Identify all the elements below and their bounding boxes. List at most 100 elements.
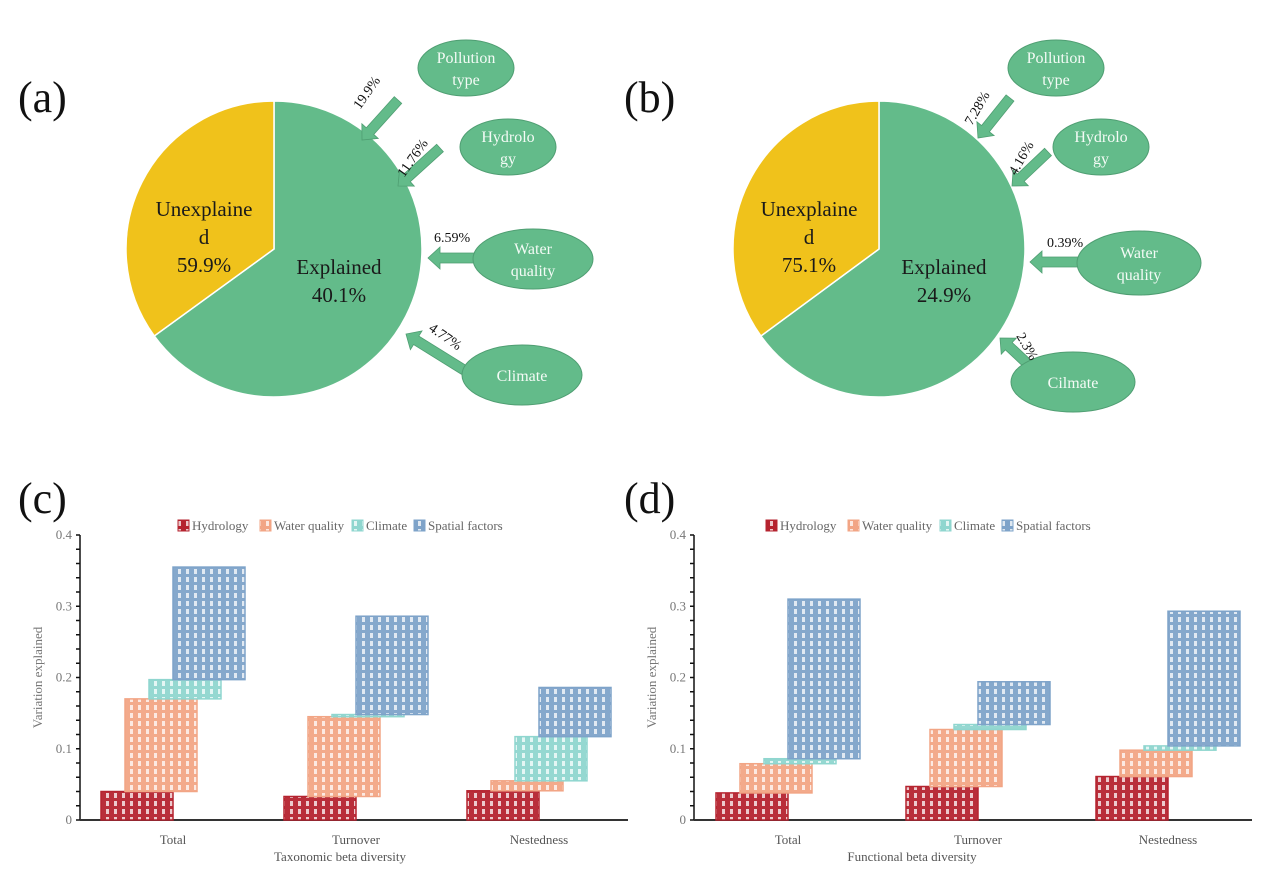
factor-name: Hydrolo	[481, 129, 534, 146]
bar-spatial-factors	[355, 615, 429, 716]
x-category-label: Total	[160, 832, 187, 847]
arrow-icon	[405, 330, 468, 375]
y-tick-label: 0.1	[670, 741, 686, 756]
pie-slice-unexplained	[732, 100, 880, 338]
factor-arrow	[427, 246, 481, 270]
pie-label-unexplained: d	[804, 225, 815, 249]
y-tick-label: 0.1	[56, 741, 72, 756]
legend-swatch	[847, 519, 860, 532]
y-tick-label: 0	[680, 812, 687, 827]
factor-name: gy	[1093, 151, 1109, 168]
arrow-icon	[427, 246, 481, 270]
bar-spatial-factors	[538, 686, 612, 738]
factor-arrow	[361, 96, 403, 141]
y-axis-label: Variation explained	[30, 626, 45, 728]
y-tick-label: 0.2	[56, 670, 72, 685]
bar-water-quality	[307, 715, 381, 798]
bar-hydrology	[466, 790, 540, 821]
y-tick-label: 0.2	[670, 670, 686, 685]
pie-label-explained: 40.1%	[312, 283, 366, 307]
bar-water-quality	[124, 698, 198, 793]
factor-name: Cilmate	[1048, 375, 1099, 392]
factor-percent: 0.39%	[1047, 236, 1084, 251]
bar-climate	[148, 678, 222, 700]
bar-chart-d: 0 0.1 0.2 0.3 0.4 Variation explained Hydrolog…	[644, 518, 1252, 864]
legend-label: Spatial factors	[428, 518, 503, 533]
pie-slice-explained	[759, 100, 1026, 398]
legend-label: Water quality	[862, 518, 933, 533]
arrow-icon	[1011, 147, 1052, 187]
legend-label: Spatial factors	[1016, 518, 1091, 533]
bar-spatial-factors	[787, 598, 861, 760]
factor-percent: 6.59%	[434, 231, 471, 246]
pie-slice-unexplained	[125, 100, 275, 338]
y-tick-label: 0.4	[670, 527, 687, 542]
pie-label-explained: Explained	[901, 255, 987, 279]
arrow-icon	[361, 96, 403, 141]
y-tick-label: 0.3	[670, 598, 686, 613]
factor-name: quality	[511, 263, 555, 280]
legend-label: Climate	[954, 518, 995, 533]
bar-hydrology	[283, 795, 357, 821]
x-category-label: Nestedness	[510, 832, 569, 847]
pie-chart-a: Unexplaine d 59.9% Explained 40.1% Pollution t…	[125, 39, 594, 406]
arrow-icon	[397, 143, 444, 187]
pie-label-unexplained: Unexplaine	[156, 197, 253, 221]
bar-hydrology	[1095, 775, 1169, 821]
factor-name: gy	[500, 151, 516, 168]
panel-label-b: (b)	[624, 73, 675, 122]
factor-name: type	[1042, 72, 1070, 89]
pie-label-explained: Explained	[296, 255, 382, 279]
panel-label-c: (c)	[18, 474, 67, 523]
bar-spatial-factors	[1167, 610, 1241, 747]
pie-chart-b: Unexplaine d 75.1% Explained 24.9% Pollution t…	[732, 39, 1202, 413]
arrow-icon	[1029, 250, 1081, 274]
factor-arrow	[397, 143, 444, 187]
pie-label-unexplained: 75.1%	[782, 253, 836, 277]
x-category-label: Total	[775, 832, 802, 847]
y-tick-label: 0	[66, 812, 73, 827]
factor-arrow	[976, 94, 1015, 139]
x-category-label: Nestedness	[1139, 832, 1198, 847]
x-category-label: Turnover	[332, 832, 381, 847]
bar-hydrology	[905, 785, 979, 821]
factor-arrow	[1029, 250, 1081, 274]
factor-arrow	[405, 330, 468, 375]
y-tick-label: 0.4	[56, 527, 73, 542]
y-axis-label: Variation explained	[644, 626, 659, 728]
legend-swatch	[351, 519, 364, 532]
factor-percent: 19.9%	[351, 74, 384, 113]
pie-label-unexplained: d	[199, 225, 210, 249]
pie-label-unexplained: 59.9%	[177, 253, 231, 277]
factor-bubble	[417, 39, 515, 97]
factor-bubble	[472, 228, 594, 290]
factor-name: Pollution	[1027, 50, 1086, 67]
x-category-label: Turnover	[954, 832, 1003, 847]
factor-bubble	[1007, 39, 1105, 97]
legend-swatch	[1001, 519, 1014, 532]
bar-water-quality	[1119, 749, 1193, 778]
pie-label-unexplained: Unexplaine	[761, 197, 858, 221]
factor-arrow	[1011, 147, 1052, 187]
legend-swatch	[259, 519, 272, 532]
legend-swatch	[177, 519, 190, 532]
factor-bubble	[459, 118, 557, 176]
bar-hydrology	[715, 792, 789, 821]
pie-slice-explained	[153, 100, 423, 398]
legend-label: Climate	[366, 518, 407, 533]
legend-swatch	[765, 519, 778, 532]
x-axis-label: Functional beta diversity	[847, 849, 977, 864]
bar-hydrology	[100, 790, 174, 821]
arrow-icon	[999, 337, 1034, 371]
factor-name: Water	[1120, 245, 1158, 262]
factor-name: type	[452, 72, 480, 89]
arrow-icon	[976, 94, 1015, 139]
factor-name: Climate	[497, 368, 548, 385]
factor-bubble	[1052, 118, 1150, 176]
legend-swatch	[413, 519, 426, 532]
factor-bubble	[461, 344, 583, 406]
panel-label-d: (d)	[624, 474, 675, 523]
bar-water-quality	[490, 780, 564, 792]
factor-arrow	[999, 337, 1034, 371]
